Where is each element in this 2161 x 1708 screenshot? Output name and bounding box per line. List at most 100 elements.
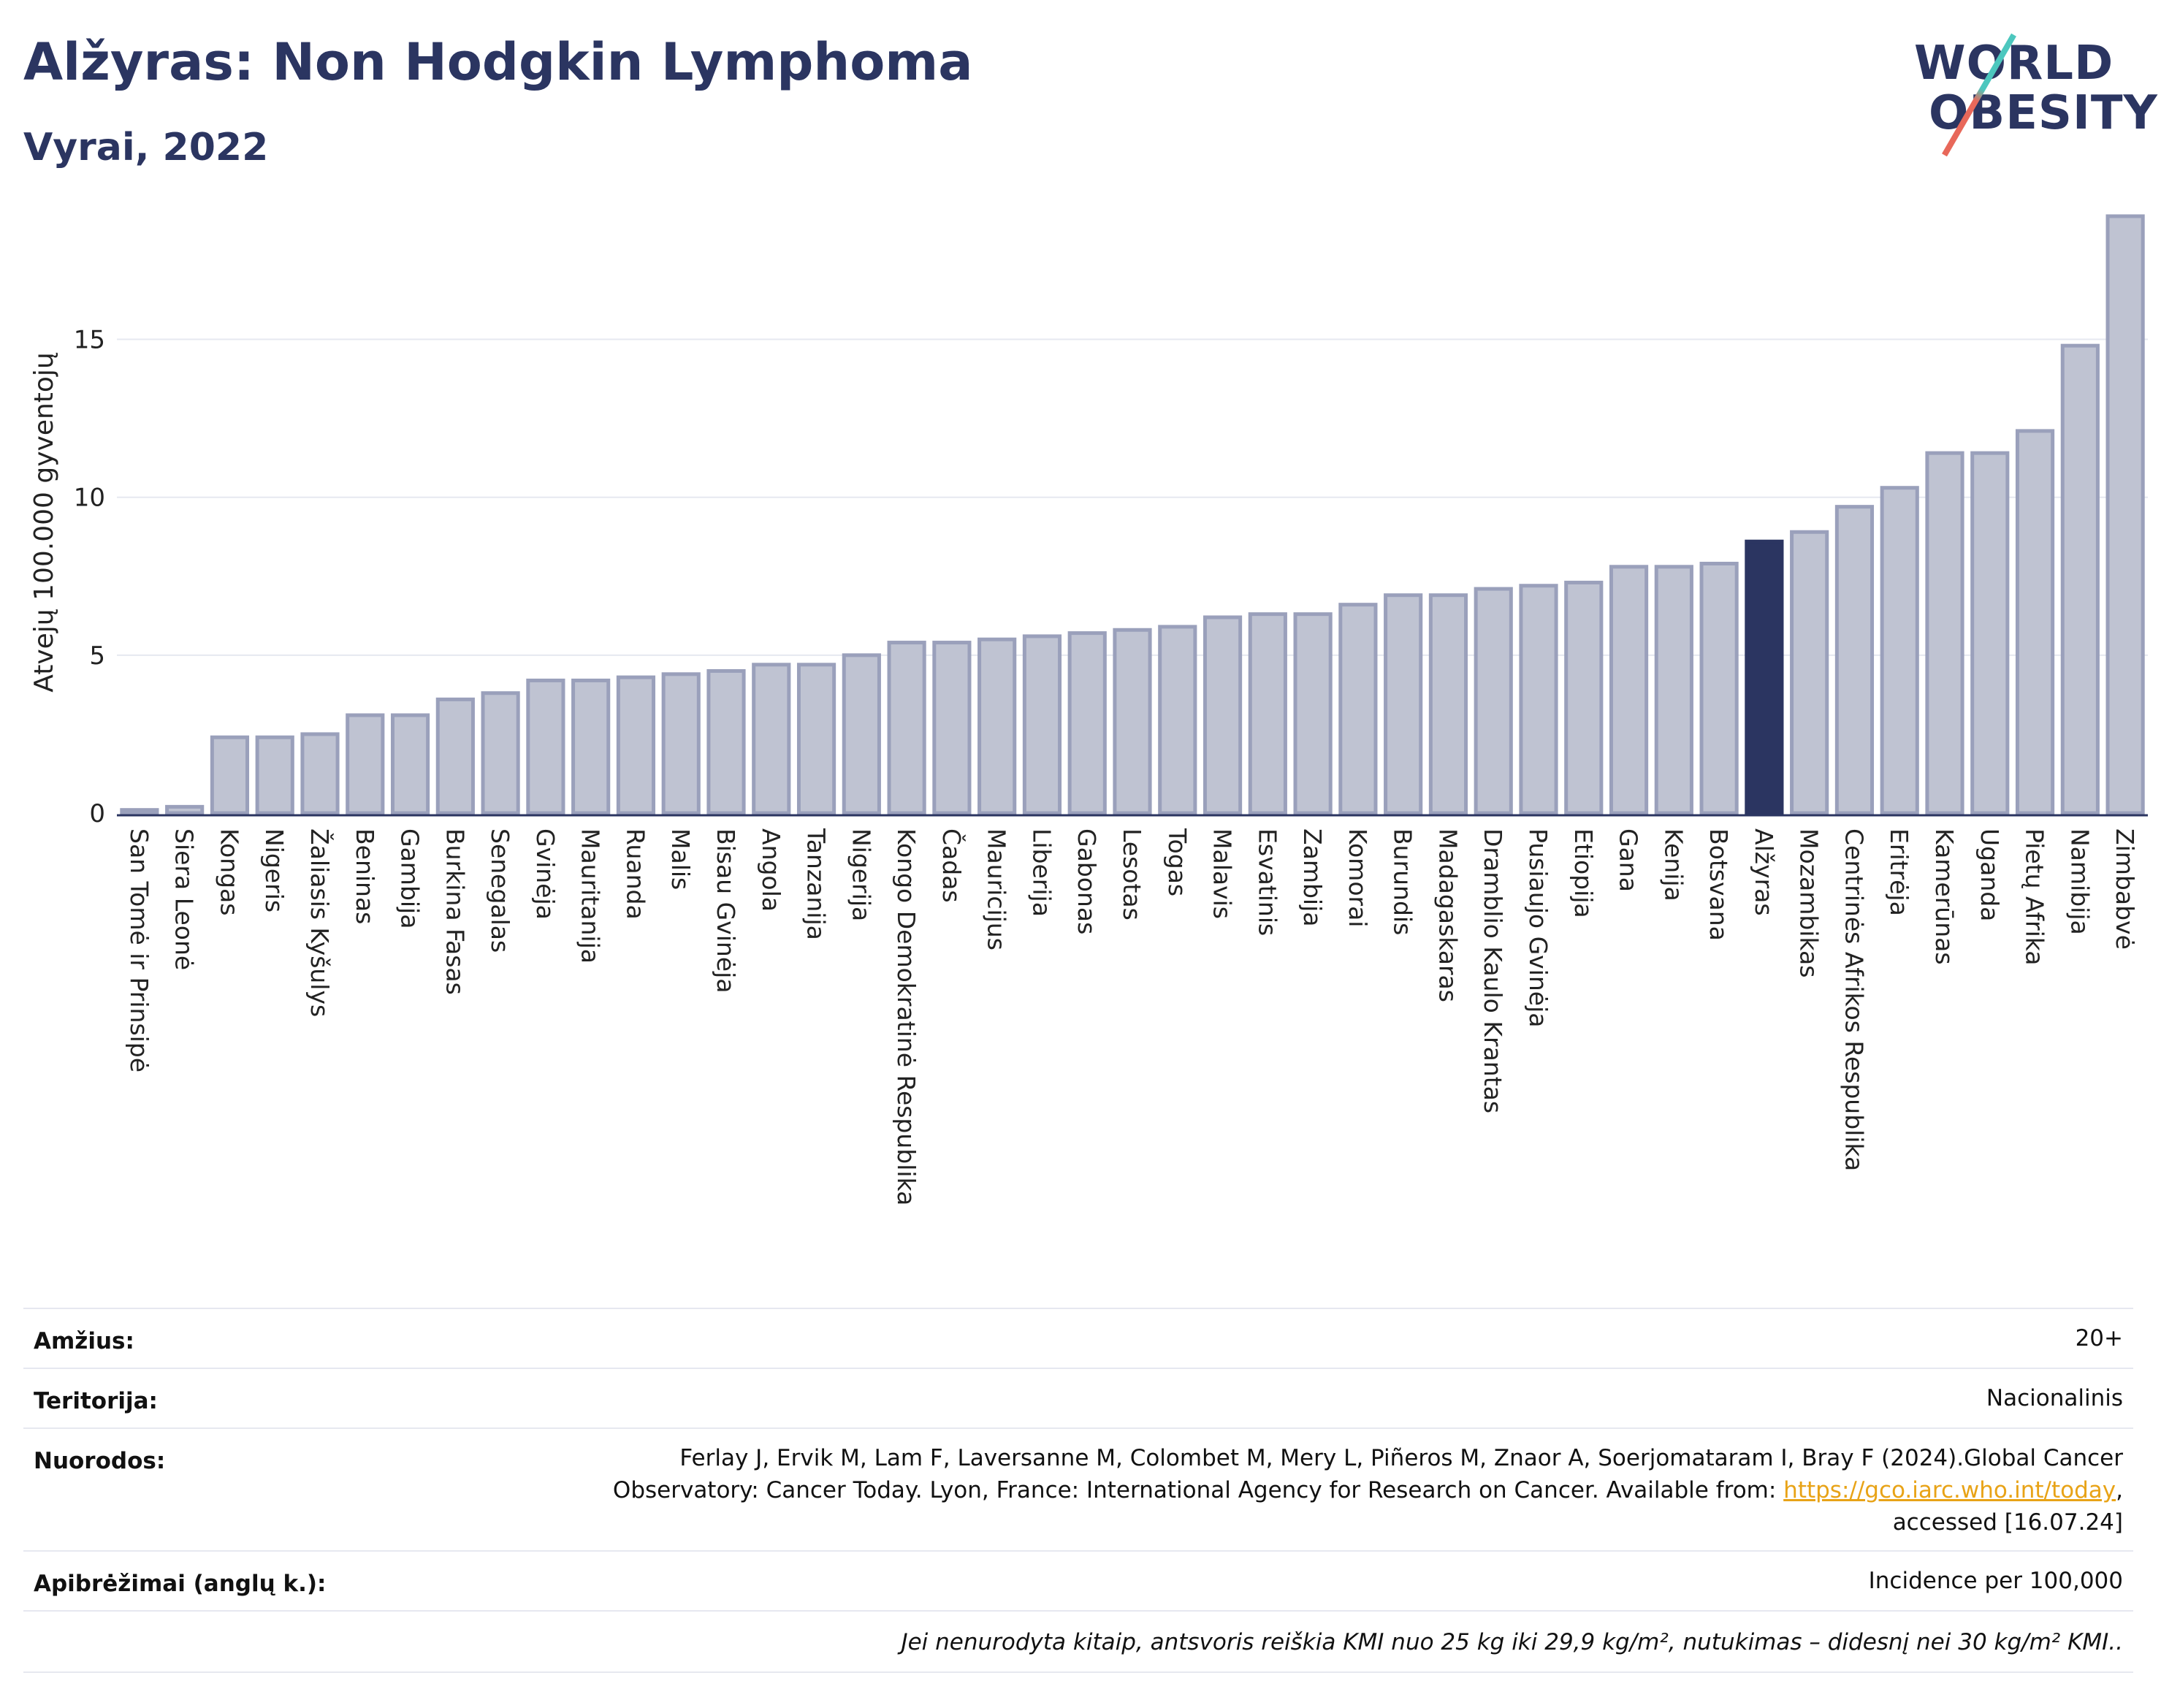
x-tick-label: Malis bbox=[666, 828, 695, 890]
references-line-2-text: Observatory: Cancer Today. Lyon, France:… bbox=[612, 1477, 1784, 1503]
bar-16[interactable] bbox=[842, 653, 881, 815]
references-link[interactable]: https://gco.iarc.who.int/today bbox=[1783, 1477, 2116, 1503]
bar-24[interactable] bbox=[1203, 615, 1243, 815]
x-tick-label: Mauricijus bbox=[983, 828, 1011, 950]
bar-35[interactable] bbox=[1699, 561, 1739, 815]
x-tick-label: Etiopija bbox=[1569, 828, 1598, 918]
x-tick-label: Beninas bbox=[351, 828, 379, 924]
bar-25[interactable] bbox=[1248, 612, 1287, 815]
x-axis-labels: San Tomė ir Prinsipė Siera Leonė Kongas Nig… bbox=[125, 828, 2139, 1205]
references-label: Nuorodos: bbox=[34, 1448, 166, 1474]
x-tick-label: Gambija bbox=[396, 828, 424, 929]
bar-15[interactable] bbox=[796, 663, 836, 815]
y-tick-label: 15 bbox=[74, 326, 105, 355]
x-tick-label: Kongo Demokratinė Respublika bbox=[892, 828, 921, 1205]
references-line-1: Ferlay J, Ervik M, Lam F, Laversanne M, … bbox=[679, 1445, 2123, 1471]
x-tick-label: Kongas bbox=[215, 828, 243, 915]
x-tick-label: Malavis bbox=[1208, 828, 1237, 919]
x-tick-label: Zambija bbox=[1298, 828, 1327, 926]
bar-36[interactable] bbox=[1745, 539, 1784, 815]
references-line-2-end: , bbox=[2116, 1477, 2123, 1503]
references-line-3: accessed [16.07.24] bbox=[1892, 1509, 2123, 1536]
logo-text-world: WORLD bbox=[1914, 37, 2114, 91]
x-tick-label: Ruanda bbox=[621, 828, 649, 920]
y-tick-label: 10 bbox=[74, 484, 105, 513]
age-label: Amžius: bbox=[34, 1328, 134, 1354]
x-tick-label: Madagaskaras bbox=[1433, 828, 1462, 1002]
y-tick-label: 5 bbox=[89, 641, 105, 671]
bar-34[interactable] bbox=[1654, 565, 1693, 815]
bar-4[interactable] bbox=[300, 732, 340, 815]
x-tick-label: Pusiaujo Gvinėja bbox=[1524, 828, 1552, 1027]
bar-33[interactable] bbox=[1609, 565, 1649, 815]
x-tick-label: Angola bbox=[757, 828, 785, 912]
bar-27[interactable] bbox=[1338, 603, 1378, 815]
x-tick-label: Gana bbox=[1615, 828, 1643, 892]
page-subtitle: Vyrai, 2022 bbox=[23, 126, 269, 169]
bar-22[interactable] bbox=[1113, 628, 1152, 815]
x-tick-label: Burundis bbox=[1389, 828, 1417, 935]
bar-29[interactable] bbox=[1428, 593, 1468, 815]
bar-41[interactable] bbox=[1970, 451, 2010, 815]
bar-21[interactable] bbox=[1067, 631, 1107, 815]
bar-23[interactable] bbox=[1158, 625, 1197, 815]
bar-44[interactable] bbox=[2105, 214, 2145, 815]
territory-label: Teritorija: bbox=[34, 1388, 158, 1414]
bar-11[interactable] bbox=[616, 675, 656, 815]
territory-value: Nacionalinis bbox=[1986, 1385, 2123, 1411]
bar-18[interactable] bbox=[932, 641, 972, 815]
bar-30[interactable] bbox=[1474, 587, 1513, 815]
bar-26[interactable] bbox=[1293, 612, 1333, 815]
bar-10[interactable] bbox=[571, 678, 611, 815]
bar-37[interactable] bbox=[1790, 530, 1829, 815]
y-tick-label: 0 bbox=[89, 799, 105, 828]
info-row-note: Jei nenurodyta kitaip, antsvoris reiškia… bbox=[23, 1610, 2133, 1673]
bar-13[interactable] bbox=[706, 668, 746, 815]
bar-43[interactable] bbox=[2060, 343, 2100, 815]
x-tick-label: Senegalas bbox=[486, 828, 514, 953]
bar-2[interactable] bbox=[210, 735, 250, 815]
bar-31[interactable] bbox=[1519, 584, 1558, 815]
bar-12[interactable] bbox=[661, 672, 701, 815]
bar-6[interactable] bbox=[390, 713, 430, 815]
bar-38[interactable] bbox=[1834, 505, 1875, 815]
x-tick-label: Kamerūnas bbox=[1930, 828, 1959, 965]
x-tick-label: Burkina Fasas bbox=[441, 828, 469, 995]
bar-39[interactable] bbox=[1880, 486, 1919, 815]
x-tick-label: Botsvana bbox=[1704, 828, 1733, 941]
bar-14[interactable] bbox=[752, 663, 791, 815]
references-line-2: Observatory: Cancer Today. Lyon, France:… bbox=[613, 1474, 2123, 1506]
x-tick-label: Nigeris bbox=[260, 828, 289, 912]
bar-40[interactable] bbox=[1925, 451, 1964, 815]
x-tick-label: Mozambikas bbox=[1795, 828, 1823, 977]
info-row-age: Amžius: 20+ bbox=[23, 1308, 2133, 1368]
x-tick-label: Gvinėja bbox=[531, 828, 560, 920]
definitions-label: Apibrėžimai (anglų k.): bbox=[34, 1571, 327, 1597]
x-tick-label: Kenija bbox=[1659, 828, 1688, 901]
bar-7[interactable] bbox=[435, 697, 475, 815]
bar-17[interactable] bbox=[887, 641, 926, 815]
bar-1[interactable] bbox=[165, 804, 205, 815]
x-tick-label: Čadas bbox=[937, 828, 967, 903]
x-tick-label: Togas bbox=[1163, 828, 1192, 896]
x-tick-label: Bisau Gvinėja bbox=[712, 828, 740, 994]
bar-5[interactable] bbox=[346, 713, 385, 815]
x-tick-label: Uganda bbox=[1975, 828, 2004, 921]
info-row-definitions: Apibrėžimai (anglų k.): Incidence per 10… bbox=[23, 1550, 2133, 1610]
bar-19[interactable] bbox=[977, 637, 1017, 815]
bar-42[interactable] bbox=[2015, 429, 2055, 815]
bar-3[interactable] bbox=[255, 735, 294, 815]
x-tick-label: Liberija bbox=[1027, 828, 1056, 917]
info-row-references: Nuorodos: Ferlay J, Ervik M, Lam F, Lave… bbox=[23, 1427, 2133, 1550]
bar-8[interactable] bbox=[481, 691, 520, 815]
x-tick-label: Tanzanija bbox=[802, 828, 831, 940]
x-tick-label: Namibija bbox=[2065, 828, 2094, 935]
info-row-territory: Teritorija: Nacionalinis bbox=[23, 1368, 2133, 1427]
bar-0[interactable] bbox=[120, 808, 159, 815]
bar-20[interactable] bbox=[1022, 634, 1062, 815]
x-tick-label: Alžyras bbox=[1750, 828, 1778, 916]
x-tick-label: Nigerija bbox=[847, 828, 875, 921]
bar-9[interactable] bbox=[526, 678, 565, 815]
bar-32[interactable] bbox=[1564, 580, 1604, 815]
bar-28[interactable] bbox=[1384, 593, 1423, 815]
